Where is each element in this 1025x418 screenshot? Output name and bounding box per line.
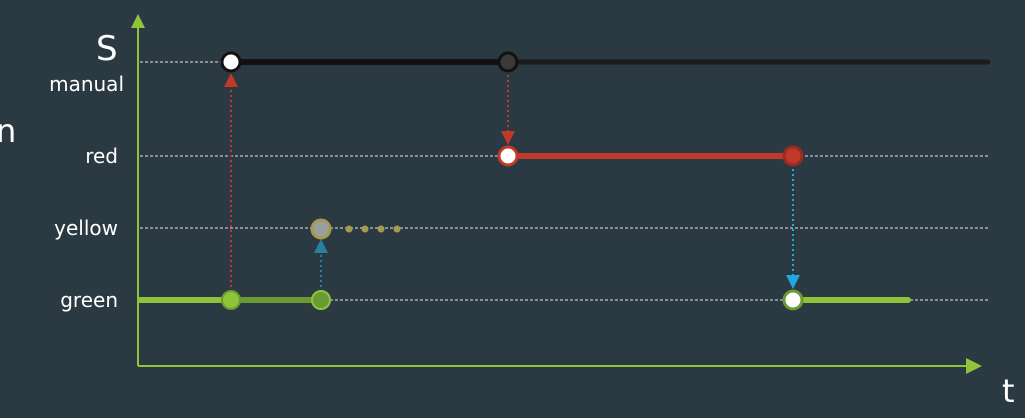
yellow-trail-dot [377, 225, 385, 233]
node-manual-end [497, 51, 519, 73]
state-label-manual: manual [49, 72, 124, 96]
node-green-end [311, 290, 331, 310]
y-axis-title: S [96, 29, 118, 69]
node-yellow [310, 218, 332, 240]
yellow-trail-dot [393, 225, 401, 233]
node-red-start [497, 145, 519, 167]
state-label-green: green [60, 288, 118, 312]
yellow-trail-dot [345, 225, 353, 233]
node-green-restart [782, 289, 804, 311]
y-axis-arrowhead [131, 14, 145, 28]
state-label-red: red [85, 144, 118, 168]
node-green-start [221, 290, 241, 310]
state-label-yellow: yellow [54, 216, 118, 240]
node-red-end [782, 145, 804, 167]
edge-fragment-text: n [0, 112, 16, 150]
x-axis-title: t [1002, 372, 1015, 410]
yellow-trail-dot [361, 225, 369, 233]
x-axis-arrowhead [966, 358, 982, 374]
node-manual-start [220, 51, 242, 73]
